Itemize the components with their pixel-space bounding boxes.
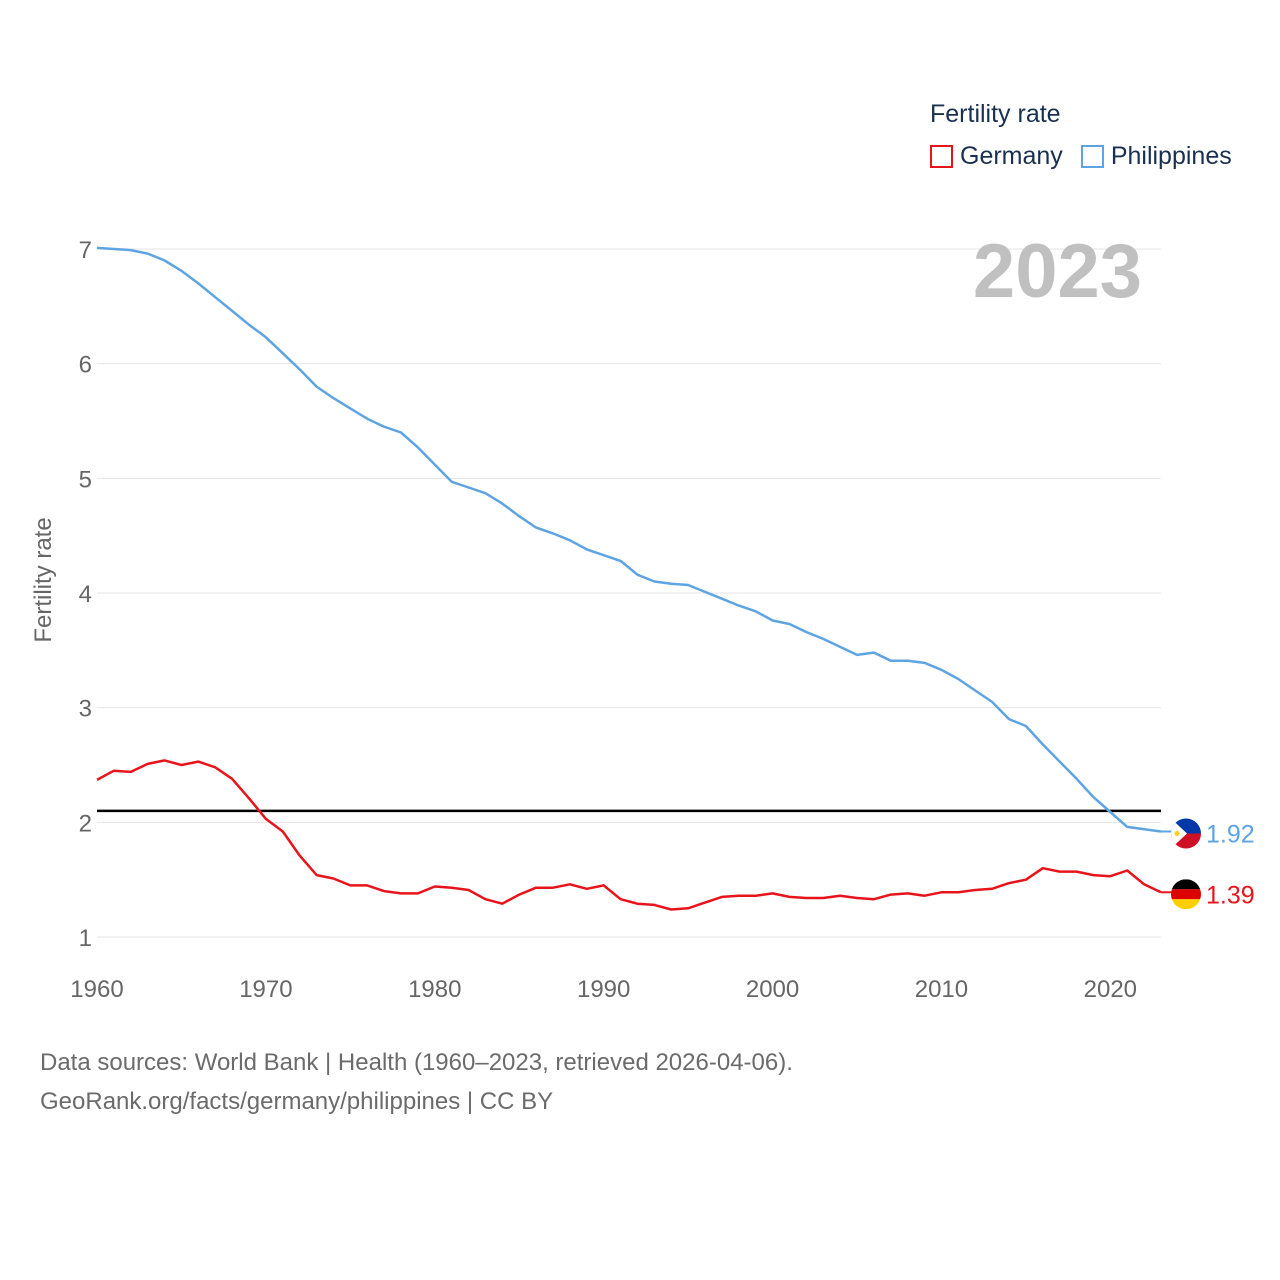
y-tick-label: 2 (79, 810, 92, 837)
legend-label-philippines: Philippines (1110, 142, 1232, 170)
legend-item-germany[interactable]: Germany (930, 142, 1063, 171)
legend: Germany Philippines (930, 142, 1250, 171)
legend-swatch-germany (930, 145, 953, 168)
legend-item-philippines[interactable]: Philippines (1080, 142, 1232, 171)
y-tick-label: 1 (79, 925, 92, 952)
x-tick-label: 2000 (746, 976, 799, 1003)
end-labels: 1.39 1.92 (1161, 818, 1255, 910)
y-axis-ticks: 1 2 3 4 5 6 7 (79, 237, 92, 952)
series-line-philippines[interactable] (96, 246, 1162, 833)
footer: Data sources: World Bank | Health (1960–… (40, 1043, 793, 1121)
x-tick-label: 1990 (577, 976, 630, 1003)
year-badge: 2023 (972, 229, 1142, 314)
end-label-germany: 1.39 (1206, 881, 1255, 909)
legend-label-germany: Germany (960, 142, 1063, 170)
y-axis-label: Fertility rate (30, 517, 57, 642)
y-tick-label: 6 (79, 352, 92, 379)
footer-source: Data sources: World Bank | Health (1960–… (40, 1049, 793, 1076)
y-tick-label: 7 (79, 237, 92, 264)
y-tick-label: 4 (79, 581, 92, 608)
x-tick-label: 1960 (70, 976, 123, 1003)
x-tick-label: 2020 (1084, 976, 1137, 1003)
x-axis-ticks: 1960 1970 1980 1990 2000 2010 2020 (70, 976, 1137, 1003)
legend-title: Fertility rate (930, 100, 1061, 128)
series-line-germany[interactable] (96, 759, 1162, 911)
x-tick-label: 1970 (239, 976, 292, 1003)
legend-swatch-philippines (1080, 145, 1104, 168)
end-label-philippines: 1.92 (1206, 821, 1255, 849)
series-lines (96, 246, 1162, 911)
x-tick-label: 1980 (408, 976, 461, 1003)
footer-link[interactable]: GeoRank.org/facts/germany/philippines | … (40, 1088, 554, 1115)
y-tick-label: 5 (79, 466, 92, 493)
germany-flag-icon (1171, 879, 1201, 910)
x-tick-label: 2010 (915, 976, 968, 1003)
y-tick-label: 3 (79, 696, 92, 723)
grid-lines (97, 248, 1161, 938)
philippines-flag-icon (1171, 818, 1201, 849)
